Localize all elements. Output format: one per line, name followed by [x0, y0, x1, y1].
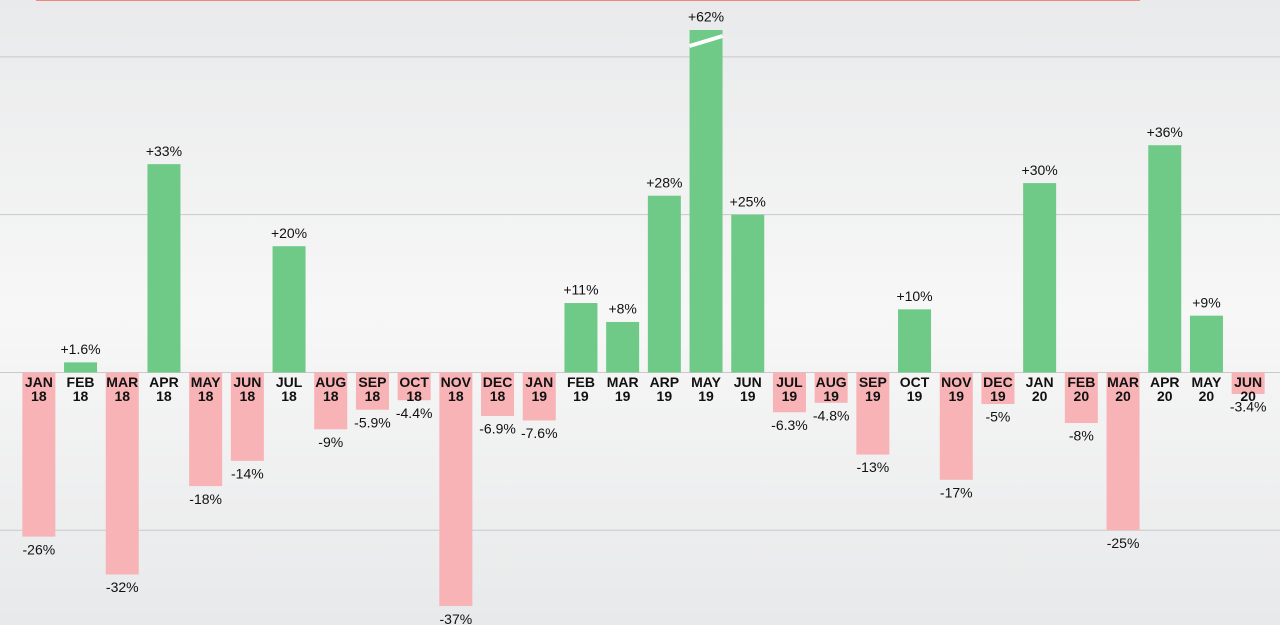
x-tick-label: DEC 18 — [482, 374, 513, 404]
value-label: +36% — [1147, 124, 1183, 140]
bar — [939, 372, 973, 480]
value-label: +11% — [563, 282, 598, 298]
value-label: -8% — [1069, 428, 1094, 444]
value-label: +25% — [730, 193, 766, 209]
x-tick-label: MAY 18 — [190, 374, 221, 404]
value-label: -17% — [940, 485, 973, 501]
bar — [230, 372, 264, 461]
bar — [147, 164, 181, 373]
x-tick-label: JUL 19 — [776, 374, 803, 404]
x-tick-label: NOV 18 — [440, 374, 472, 404]
bar — [606, 321, 640, 373]
value-label: -37% — [440, 611, 473, 625]
bar — [314, 372, 348, 430]
value-label: -4.4% — [396, 405, 433, 421]
bar — [1231, 372, 1265, 394]
x-tick-label: APR 20 — [1149, 374, 1180, 404]
x-tick-label: AUG 18 — [315, 374, 347, 404]
bar — [355, 372, 389, 410]
value-label: +28% — [646, 174, 682, 190]
x-tick-label: JAN 18 — [24, 374, 53, 404]
x-tick-label: JUL 18 — [275, 374, 303, 404]
bar — [1148, 145, 1182, 373]
x-tick-label: MAR 19 — [606, 374, 639, 404]
value-label: -13% — [857, 459, 890, 475]
x-tick-label: SEP 18 — [358, 374, 387, 404]
value-label: +10% — [896, 288, 932, 304]
x-tick-label: JAN 20 — [1025, 374, 1054, 404]
value-label: -5.9% — [354, 414, 391, 430]
value-label: -9% — [318, 434, 343, 450]
x-tick-label: MAY 20 — [1191, 374, 1222, 404]
value-label: -5% — [985, 409, 1010, 425]
value-label: -6.3% — [771, 417, 808, 433]
bar — [522, 372, 556, 421]
value-label: -32% — [106, 579, 139, 595]
bar — [1023, 183, 1057, 373]
value-label: -18% — [189, 491, 222, 507]
bar — [731, 214, 765, 373]
bar — [981, 372, 1015, 405]
x-tick-label: MAR 18 — [106, 374, 139, 404]
top-banner-edge — [36, 0, 1140, 1]
value-label: +9% — [1192, 294, 1220, 310]
value-label: -7.6% — [521, 425, 558, 441]
x-tick-label: NOV 19 — [941, 374, 972, 404]
x-tick-label: FEB 19 — [566, 374, 595, 404]
x-tick-label: OCT 18 — [399, 374, 429, 404]
value-label: +1.6% — [61, 341, 101, 357]
value-label: -26% — [23, 541, 56, 557]
x-tick-label: JUN 18 — [233, 374, 262, 404]
bar — [481, 372, 515, 417]
bar — [397, 372, 431, 401]
bar — [22, 372, 56, 537]
x-tick-label: APR 18 — [149, 374, 179, 404]
value-label: -4.8% — [813, 407, 850, 423]
value-label: +62% — [688, 9, 724, 25]
x-tick-label: ARP 19 — [649, 374, 680, 404]
x-tick-label: FEB 18 — [66, 374, 95, 404]
bar — [272, 246, 306, 373]
value-label: +20% — [271, 225, 307, 241]
x-tick-label: MAR 20 — [1107, 374, 1139, 404]
x-tick-label: MAY 19 — [691, 374, 721, 404]
bar — [898, 309, 932, 373]
bar — [64, 362, 98, 373]
x-tick-label: JUN 20 — [1234, 374, 1263, 404]
bar — [647, 195, 681, 373]
bar — [439, 372, 473, 607]
x-tick-label: DEC 19 — [983, 374, 1013, 404]
bar — [814, 372, 848, 403]
x-tick-label: JAN 19 — [525, 374, 554, 404]
bar — [189, 372, 223, 487]
x-tick-label: FEB 20 — [1067, 374, 1096, 404]
value-label: -25% — [1107, 535, 1140, 551]
value-label: +8% — [608, 301, 636, 317]
value-label: -14% — [231, 466, 264, 482]
x-tick-label: SEP 19 — [858, 374, 887, 404]
value-label: +33% — [146, 143, 182, 159]
bar — [1064, 372, 1098, 423]
value-label: +30% — [1022, 162, 1058, 178]
bar — [1189, 315, 1223, 373]
bar — [772, 372, 806, 413]
bar — [1106, 372, 1140, 531]
axis-break — [688, 34, 724, 48]
bar — [564, 303, 598, 373]
value-label: -3.4% — [1230, 399, 1267, 415]
x-tick-label: JUN 19 — [733, 374, 762, 404]
bar — [105, 372, 139, 575]
x-tick-label: OCT 19 — [899, 374, 930, 404]
value-label: -6.9% — [479, 421, 516, 437]
bar — [856, 372, 890, 455]
bar — [689, 30, 723, 373]
x-tick-label: AUG 19 — [815, 374, 847, 404]
